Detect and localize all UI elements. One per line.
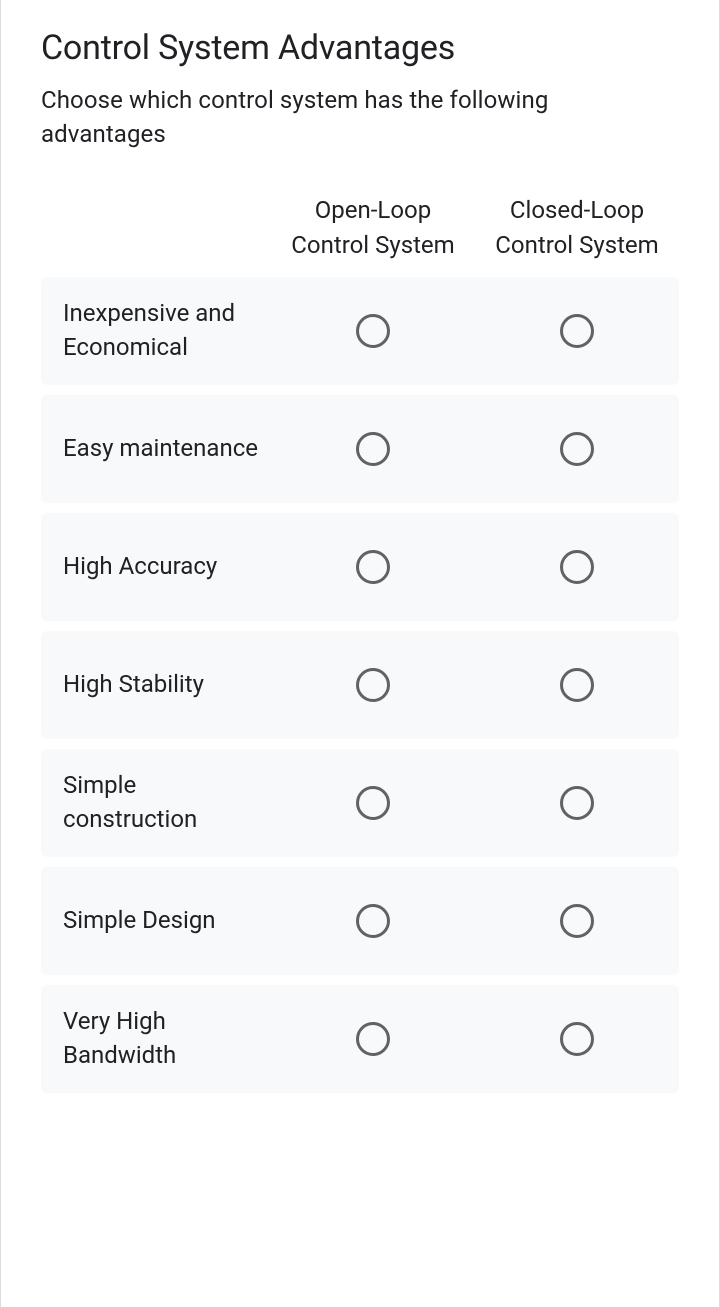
radio-high-accuracy-closed-loop[interactable] bbox=[560, 550, 594, 584]
row-label-high-stability: High Stability bbox=[41, 668, 271, 702]
radio-high-stability-open-loop[interactable] bbox=[356, 668, 390, 702]
radio-inexpensive-open-loop[interactable] bbox=[356, 314, 390, 348]
radio-cell bbox=[475, 314, 679, 348]
form-card: Control System Advantages Choose which c… bbox=[0, 0, 720, 1307]
radio-cell bbox=[475, 432, 679, 466]
radio-cell bbox=[475, 1022, 679, 1056]
radio-simple-design-open-loop[interactable] bbox=[356, 904, 390, 938]
radio-cell bbox=[475, 904, 679, 938]
radio-easy-maintenance-open-loop[interactable] bbox=[356, 432, 390, 466]
radio-cell bbox=[271, 786, 475, 820]
radio-cell bbox=[271, 1022, 475, 1056]
radio-very-high-bandwidth-open-loop[interactable] bbox=[356, 1022, 390, 1056]
row-label-very-high-bandwidth: Very High Bandwidth bbox=[41, 1005, 271, 1072]
radio-easy-maintenance-closed-loop[interactable] bbox=[560, 432, 594, 466]
radio-cell bbox=[271, 432, 475, 466]
radio-simple-construction-closed-loop[interactable] bbox=[560, 786, 594, 820]
radio-inexpensive-closed-loop[interactable] bbox=[560, 314, 594, 348]
question-title: Control System Advantages bbox=[41, 28, 679, 68]
column-header-closed-loop: Closed-Loop Control System bbox=[475, 193, 679, 263]
radio-cell bbox=[271, 668, 475, 702]
row-label-high-accuracy: High Accuracy bbox=[41, 550, 271, 584]
grid-row-simple-construction: Simple construction bbox=[41, 749, 679, 857]
radio-cell bbox=[475, 786, 679, 820]
grid-header-row: Open-Loop Control SystemClosed-Loop Cont… bbox=[41, 193, 679, 263]
radio-very-high-bandwidth-closed-loop[interactable] bbox=[560, 1022, 594, 1056]
radio-cell bbox=[475, 550, 679, 584]
row-label-easy-maintenance: Easy maintenance bbox=[41, 432, 271, 466]
grid-row-high-stability: High Stability bbox=[41, 631, 679, 739]
radio-cell bbox=[271, 904, 475, 938]
radio-cell bbox=[271, 314, 475, 348]
row-label-inexpensive: Inexpensive and Economical bbox=[41, 297, 271, 364]
grid-row-inexpensive: Inexpensive and Economical bbox=[41, 277, 679, 385]
row-label-simple-design: Simple Design bbox=[41, 904, 271, 938]
grid-row-very-high-bandwidth: Very High Bandwidth bbox=[41, 985, 679, 1093]
row-label-simple-construction: Simple construction bbox=[41, 769, 271, 836]
radio-cell bbox=[271, 550, 475, 584]
question-description: Choose which control system has the foll… bbox=[41, 84, 679, 151]
grid-row-high-accuracy: High Accuracy bbox=[41, 513, 679, 621]
radio-simple-construction-open-loop[interactable] bbox=[356, 786, 390, 820]
radio-high-stability-closed-loop[interactable] bbox=[560, 668, 594, 702]
column-header-open-loop: Open-Loop Control System bbox=[271, 193, 475, 263]
grid-row-easy-maintenance: Easy maintenance bbox=[41, 395, 679, 503]
radio-high-accuracy-open-loop[interactable] bbox=[356, 550, 390, 584]
radio-cell bbox=[475, 668, 679, 702]
radio-grid: Open-Loop Control SystemClosed-Loop Cont… bbox=[41, 193, 679, 1093]
grid-row-simple-design: Simple Design bbox=[41, 867, 679, 975]
radio-simple-design-closed-loop[interactable] bbox=[560, 904, 594, 938]
